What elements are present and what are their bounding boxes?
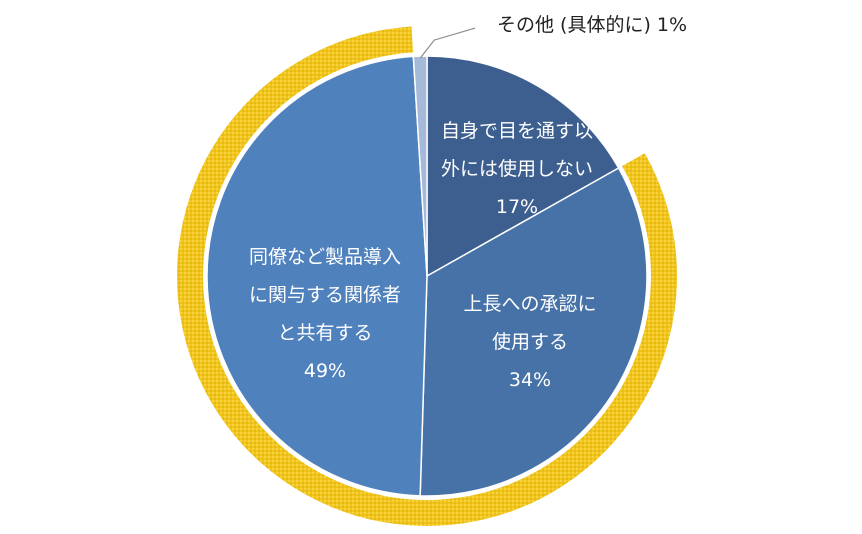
pie-slice-3: [206, 55, 428, 497]
pie-slice-2: [419, 166, 648, 497]
slice-label-other: その他 (具体的に) 1%: [497, 14, 688, 36]
slice-label-3: 同僚など製品導入 に関与する関係者 と共有する 49%: [248, 246, 401, 382]
slice-label-2: 上長への承認に 使用する 34%: [463, 293, 597, 391]
callout-leader-line: [419, 27, 476, 59]
pie-slice-1: [426, 55, 620, 278]
pie-slice-4: [412, 55, 428, 277]
slice-label-1: 自身で目を通す以 外には使用しない 17%: [440, 120, 593, 218]
